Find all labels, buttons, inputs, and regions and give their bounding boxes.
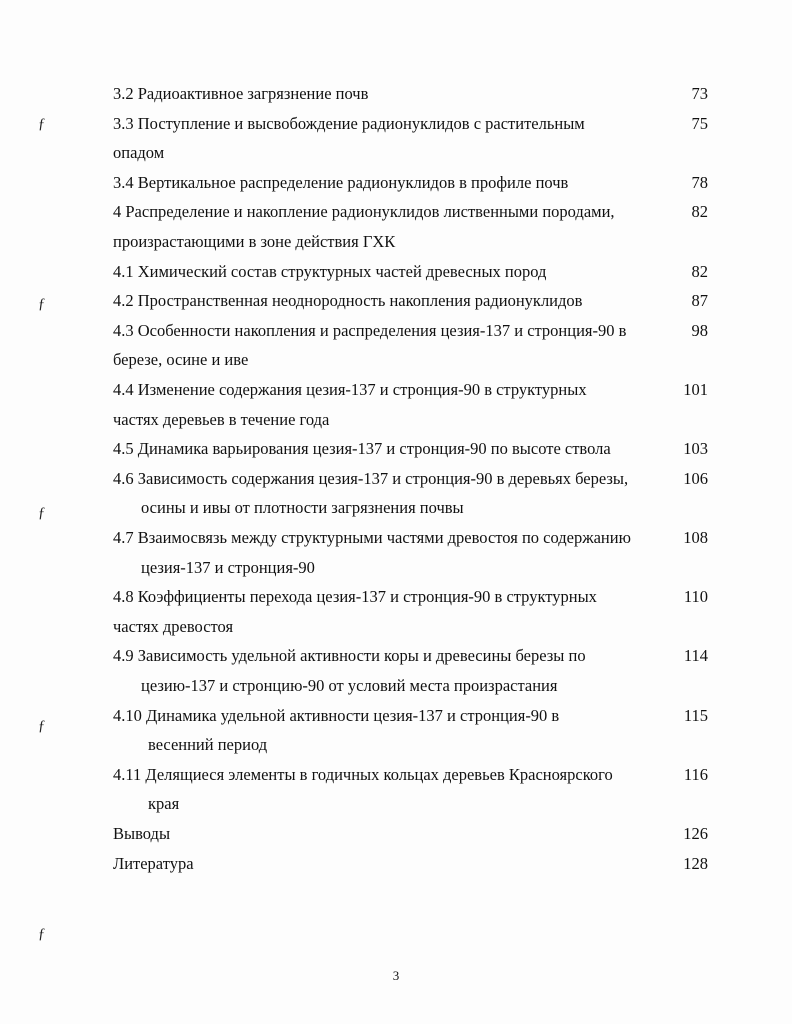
toc-page-number: 106 bbox=[683, 468, 708, 488]
toc-page-number: 115 bbox=[683, 705, 708, 725]
toc-entry-title: 4.10 Динамика удельной активности цезия-… bbox=[113, 705, 560, 725]
toc-entry-title: 4.3 Особенности накопления и распределен… bbox=[113, 320, 627, 340]
toc-entry-title: 4 Распределение и накопление радионуклид… bbox=[113, 202, 615, 222]
toc-entry-title: 3.2 Радиоактивное загрязнение почв bbox=[113, 84, 369, 103]
toc-page-number: 82 bbox=[691, 261, 709, 281]
margin-mark: ƒ bbox=[38, 296, 46, 312]
toc-entry-continuation: осины и ивы от плотности загрязнения поч… bbox=[141, 498, 464, 518]
toc-entry-title: 4.6 Зависимость содержания цезия-137 и с… bbox=[113, 468, 629, 488]
toc-entry-continuation: произрастающими в зоне действия ГХК bbox=[113, 232, 396, 251]
toc-entry-title: 4.5 Динамика варьирования цезия-137 и ст… bbox=[113, 439, 611, 459]
toc-page-number: 108 bbox=[683, 528, 708, 547]
toc-entry-continuation: цезия-137 и стронция-90 bbox=[141, 557, 315, 577]
margin-mark: ƒ bbox=[38, 926, 46, 942]
toc-entry-continuation: края bbox=[148, 794, 180, 814]
toc-entry-continuation: березе, осине и иве bbox=[113, 350, 249, 370]
toc-page-number: 128 bbox=[683, 853, 708, 873]
page-number: 3 bbox=[392, 968, 400, 983]
margin-mark: ƒ bbox=[38, 116, 46, 132]
toc-entry-title: Выводы bbox=[113, 824, 171, 843]
toc-entry-title: 4.2 Пространственная неоднородность нако… bbox=[113, 291, 583, 311]
toc-entry-title: 4.1 Химический состав структурных частей… bbox=[113, 261, 547, 281]
toc-entry-title: 4.4 Изменение содержания цезия-137 и стр… bbox=[113, 380, 587, 399]
toc-entry-continuation: частях древостоя bbox=[113, 616, 234, 636]
toc-entry-continuation: весенний период bbox=[148, 735, 268, 755]
toc-page-number: 103 bbox=[683, 439, 708, 459]
toc-page-number: 114 bbox=[683, 646, 708, 666]
toc-entry-continuation: опадом bbox=[113, 143, 165, 163]
margin-mark: ƒ bbox=[38, 718, 46, 734]
toc-entry-title: 4.8 Коэффициенты перехода цезия-137 и ст… bbox=[113, 587, 597, 607]
toc-page-number: 110 bbox=[683, 587, 708, 607]
toc-page-number: 75 bbox=[691, 113, 709, 133]
toc-page-number: 73 bbox=[691, 84, 709, 103]
toc-entry-title: 4.9 Зависимость удельной активности коры… bbox=[113, 646, 586, 666]
toc-page-number: 82 bbox=[691, 202, 709, 222]
toc-page-number: 98 bbox=[691, 320, 709, 340]
toc-page-number: 87 bbox=[691, 291, 709, 311]
margin-mark: ƒ bbox=[38, 505, 46, 521]
toc-page-number: 78 bbox=[691, 172, 709, 192]
toc-page-number: 101 bbox=[683, 380, 708, 399]
toc-entry-title: Литература bbox=[113, 853, 194, 873]
toc-entry-title: 4.7 Взаимосвязь между структурными частя… bbox=[113, 528, 631, 547]
toc-page-number: 116 bbox=[683, 764, 708, 784]
toc-entry-continuation: цезию-137 и стронцию-90 от условий места… bbox=[141, 676, 558, 695]
toc-entry-title: 3.3 Поступление и высвобождение радионук… bbox=[113, 113, 585, 133]
toc-entry-continuation: частях деревьев в течение года bbox=[113, 409, 330, 429]
toc-entry-title: 3.4 Вертикальное распределение радионукл… bbox=[113, 172, 569, 192]
toc-page-number: 126 bbox=[683, 824, 708, 843]
toc-entry-title: 4.11 Делящиеся элементы в годичных кольц… bbox=[113, 764, 613, 784]
